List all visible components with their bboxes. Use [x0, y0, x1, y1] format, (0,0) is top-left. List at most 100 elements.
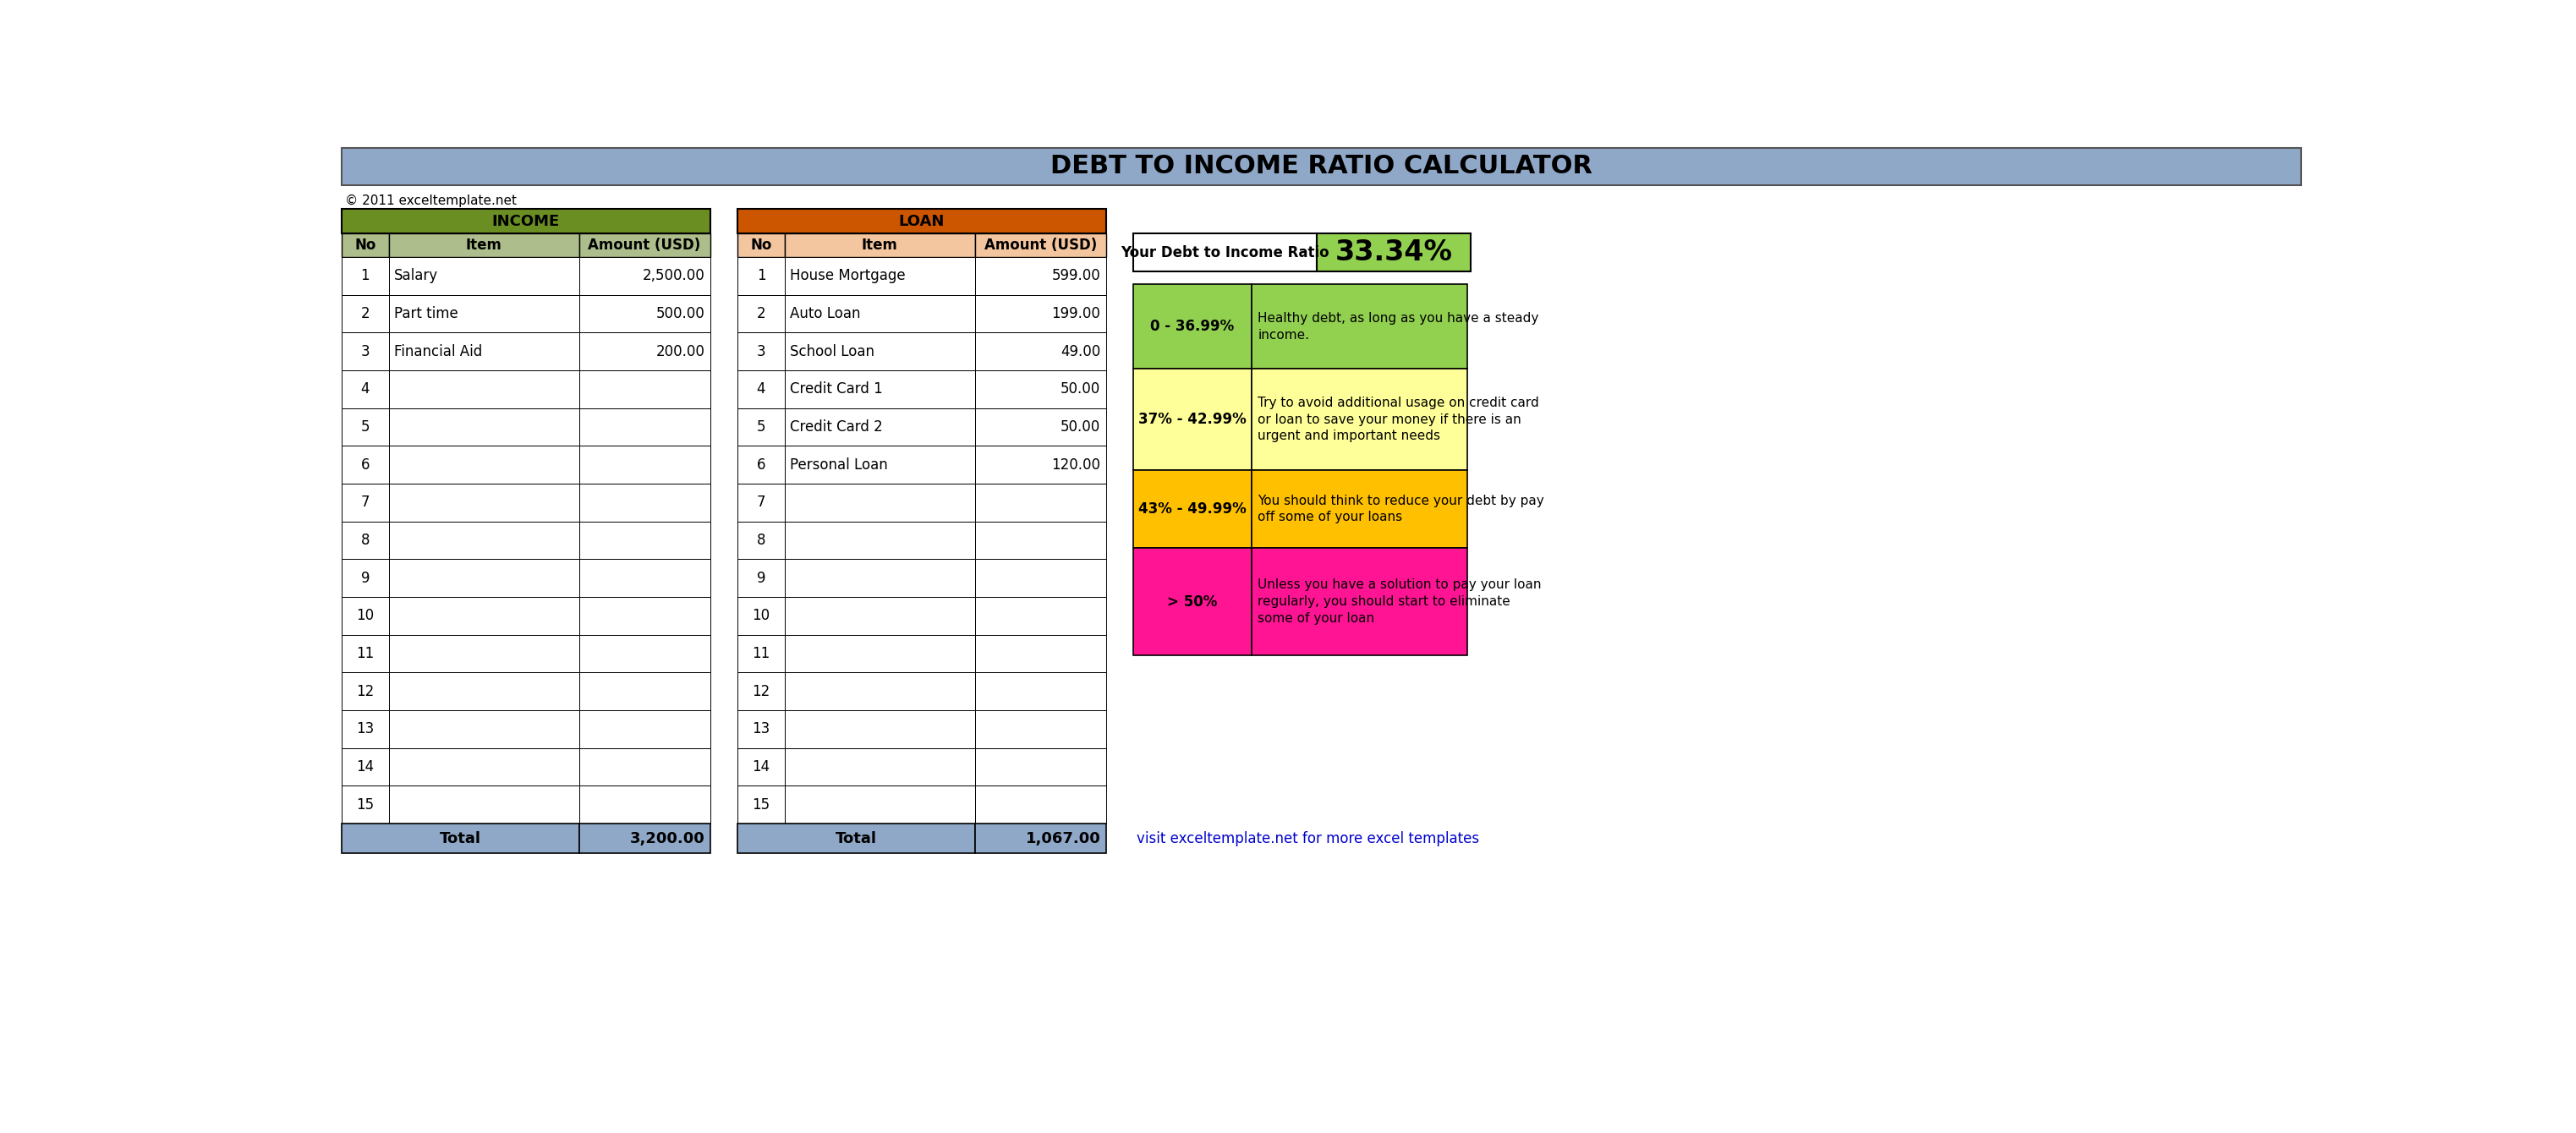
- Text: 13: 13: [752, 722, 770, 736]
- Bar: [737, 257, 786, 295]
- Text: School Loan: School Loan: [791, 343, 873, 359]
- Bar: [737, 634, 786, 672]
- Text: 14: 14: [355, 759, 374, 775]
- Text: 599.00: 599.00: [1051, 269, 1100, 283]
- Bar: [580, 233, 711, 257]
- Bar: [737, 710, 786, 748]
- Bar: [343, 147, 2300, 186]
- Text: 500.00: 500.00: [657, 306, 706, 322]
- Text: 43% - 49.99%: 43% - 49.99%: [1139, 502, 1247, 517]
- Text: 12: 12: [355, 683, 374, 699]
- Bar: [786, 233, 974, 257]
- Text: Try to avoid additional usage on credit card
or loan to save your money if there: Try to avoid additional usage on credit …: [1257, 397, 1540, 443]
- Text: Salary: Salary: [394, 269, 438, 283]
- Bar: [580, 560, 711, 597]
- Bar: [786, 560, 974, 597]
- Bar: [389, 672, 580, 710]
- Text: 1,067.00: 1,067.00: [1025, 830, 1100, 846]
- Bar: [1252, 548, 1468, 656]
- Bar: [389, 710, 580, 748]
- Bar: [343, 710, 389, 748]
- Bar: [389, 484, 580, 521]
- Bar: [786, 710, 974, 748]
- Bar: [737, 484, 786, 521]
- Text: 2,500.00: 2,500.00: [641, 269, 706, 283]
- Text: 0 - 36.99%: 0 - 36.99%: [1151, 320, 1234, 334]
- Bar: [389, 333, 580, 370]
- Text: 50.00: 50.00: [1061, 382, 1100, 397]
- Bar: [974, 824, 1105, 853]
- Text: 3: 3: [361, 343, 371, 359]
- Text: 12: 12: [752, 683, 770, 699]
- Bar: [389, 233, 580, 257]
- Text: 120.00: 120.00: [1051, 457, 1100, 472]
- Bar: [974, 295, 1105, 333]
- Bar: [786, 408, 974, 446]
- Text: 3,200.00: 3,200.00: [629, 830, 706, 846]
- Bar: [343, 634, 389, 672]
- Bar: [389, 748, 580, 785]
- Text: Unless you have a solution to pay your loan
regularly, you should start to elimi: Unless you have a solution to pay your l…: [1257, 579, 1540, 625]
- Bar: [737, 824, 974, 853]
- Text: Your Debt to Income Ratio: Your Debt to Income Ratio: [1121, 245, 1329, 261]
- Text: > 50%: > 50%: [1167, 594, 1218, 610]
- Bar: [786, 634, 974, 672]
- Bar: [389, 257, 580, 295]
- Bar: [1133, 369, 1252, 470]
- Bar: [343, 446, 389, 484]
- Text: Auto Loan: Auto Loan: [791, 306, 860, 322]
- Bar: [1252, 369, 1468, 470]
- Text: Credit Card 1: Credit Card 1: [791, 382, 884, 397]
- Bar: [974, 408, 1105, 446]
- Text: LOAN: LOAN: [899, 214, 945, 229]
- Bar: [343, 233, 389, 257]
- Bar: [786, 295, 974, 333]
- Bar: [786, 484, 974, 521]
- Bar: [1316, 233, 1471, 272]
- Text: 5: 5: [361, 419, 371, 435]
- Bar: [1133, 470, 1252, 548]
- Bar: [343, 672, 389, 710]
- Text: © 2011 exceltemplate.net: © 2011 exceltemplate.net: [345, 195, 518, 207]
- Text: 8: 8: [757, 533, 765, 548]
- Bar: [737, 446, 786, 484]
- Text: Personal Loan: Personal Loan: [791, 457, 889, 472]
- Text: 199.00: 199.00: [1051, 306, 1100, 322]
- Text: 7: 7: [757, 495, 765, 510]
- Text: 6: 6: [757, 457, 765, 472]
- Bar: [1252, 284, 1468, 369]
- Bar: [343, 824, 580, 853]
- Bar: [786, 597, 974, 634]
- Bar: [786, 785, 974, 824]
- Bar: [343, 333, 389, 370]
- Text: No: No: [355, 238, 376, 253]
- Text: Part time: Part time: [394, 306, 459, 322]
- Text: 11: 11: [355, 646, 374, 662]
- Bar: [389, 408, 580, 446]
- Text: 13: 13: [355, 722, 374, 736]
- Bar: [580, 785, 711, 824]
- Bar: [580, 521, 711, 560]
- Bar: [737, 233, 786, 257]
- Bar: [580, 370, 711, 408]
- Bar: [580, 710, 711, 748]
- Bar: [786, 672, 974, 710]
- Bar: [389, 634, 580, 672]
- Bar: [1133, 233, 1316, 272]
- Bar: [737, 521, 786, 560]
- Text: Amount (USD): Amount (USD): [587, 238, 701, 253]
- Bar: [974, 748, 1105, 785]
- Bar: [580, 257, 711, 295]
- Text: 5: 5: [757, 419, 765, 435]
- Bar: [786, 333, 974, 370]
- Text: House Mortgage: House Mortgage: [791, 269, 907, 283]
- Text: 8: 8: [361, 533, 371, 548]
- Text: Healthy debt, as long as you have a steady
income.: Healthy debt, as long as you have a stea…: [1257, 312, 1538, 341]
- Bar: [1252, 470, 1468, 548]
- Bar: [580, 748, 711, 785]
- Bar: [389, 597, 580, 634]
- Bar: [974, 710, 1105, 748]
- Bar: [343, 408, 389, 446]
- Bar: [737, 208, 1105, 233]
- Bar: [580, 295, 711, 333]
